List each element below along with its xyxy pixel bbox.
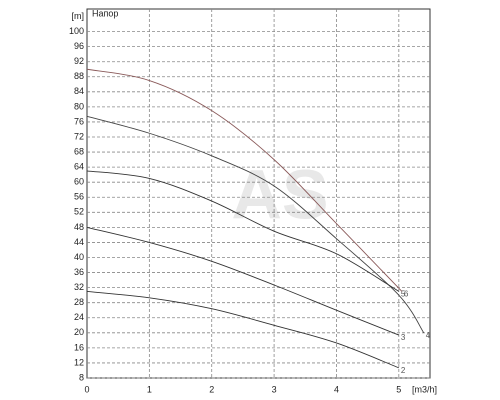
curve-label: 2 — [401, 366, 406, 375]
y-tick-label: 80 — [74, 101, 84, 111]
curve — [86, 68, 403, 292]
x-axis-label: [m3/h] — [412, 384, 437, 394]
y-tick-label: 52 — [74, 207, 84, 217]
x-tick-label: 3 — [272, 384, 277, 394]
chart-title: Напор — [92, 8, 118, 18]
y-tick-label: 100 — [69, 26, 84, 36]
curve — [86, 170, 400, 292]
x-tick-label: 2 — [209, 384, 214, 394]
curve-label: 6 — [404, 290, 409, 299]
curve — [86, 115, 425, 334]
y-tick-label: 84 — [74, 86, 84, 96]
y-tick-label: 68 — [74, 146, 84, 156]
y-tick-label: 36 — [74, 267, 84, 277]
y-tick-label: 16 — [74, 342, 84, 352]
curve — [86, 290, 399, 369]
x-tick-label: 4 — [334, 384, 339, 394]
y-tick-label: 28 — [74, 297, 84, 307]
y-tick-label: 12 — [74, 357, 84, 367]
curve — [86, 226, 399, 336]
y-tick-label: 44 — [74, 237, 84, 247]
y-tick-label: 56 — [74, 192, 84, 202]
watermark: AS — [231, 155, 328, 233]
y-tick-label: 96 — [74, 41, 84, 51]
y-tick-label: 48 — [74, 222, 84, 232]
y-tick-label: 76 — [74, 116, 84, 126]
x-tick-label: 0 — [84, 384, 89, 394]
y-tick-label: 92 — [74, 56, 84, 66]
y-tick-label: 24 — [74, 312, 84, 322]
y-tick-label: 8 — [79, 372, 84, 382]
x-tick-label: 1 — [147, 384, 152, 394]
x-tick-label: 5 — [396, 384, 401, 394]
y-tick-label: 60 — [74, 177, 84, 187]
y-tick-label: [m] — [72, 11, 85, 21]
y-tick-label: 40 — [74, 252, 84, 262]
y-tick-label: 72 — [74, 131, 84, 141]
y-tick-label: 88 — [74, 71, 84, 81]
y-tick-label: 20 — [74, 327, 84, 337]
curve-label: 4 — [426, 331, 431, 340]
y-tick-label: 64 — [74, 162, 84, 172]
y-tick-label: 32 — [74, 282, 84, 292]
curve-label: 5 — [401, 290, 406, 299]
curve-label: 3 — [401, 333, 406, 342]
